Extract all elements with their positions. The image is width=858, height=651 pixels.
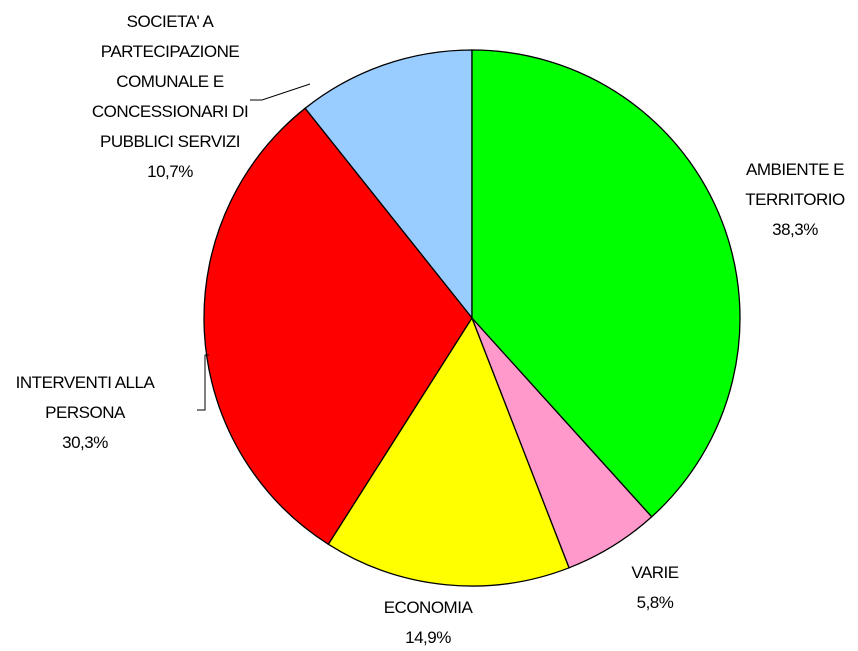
category-label: AMBIENTE E TERRITORIO	[745, 160, 845, 209]
category-label: VARIE	[631, 563, 679, 582]
percent-label: 14,9%	[405, 628, 451, 647]
leader-line	[197, 354, 209, 411]
slice-label: INTERVENTI ALLA PERSONA 30,3%	[16, 368, 155, 458]
category-label: SOCIETA' A PARTECIPAZIONE COMUNALE E CON…	[91, 12, 249, 151]
slice	[304, 49, 473, 320]
percent-label: 30,3%	[62, 433, 108, 452]
category-label: ECONOMIA	[383, 598, 473, 617]
slice-label: SOCIETA' A PARTECIPAZIONE COMUNALE E CON…	[91, 7, 249, 187]
slice	[203, 107, 473, 546]
slice-label: VARIE 5,8%	[631, 558, 679, 618]
slice-label: ECONOMIA 14,9%	[384, 593, 473, 651]
slice	[327, 316, 570, 587]
leader-line	[250, 83, 311, 101]
category-label: INTERVENTI ALLA PERSONA	[15, 373, 155, 422]
slice-label: AMBIENTE E TERRITORIO 38,3%	[745, 155, 845, 245]
percent-label: 10,7%	[147, 162, 193, 181]
slice	[471, 49, 741, 518]
percent-label: 38,3%	[772, 220, 818, 239]
percent-label: 5,8%	[636, 593, 674, 612]
